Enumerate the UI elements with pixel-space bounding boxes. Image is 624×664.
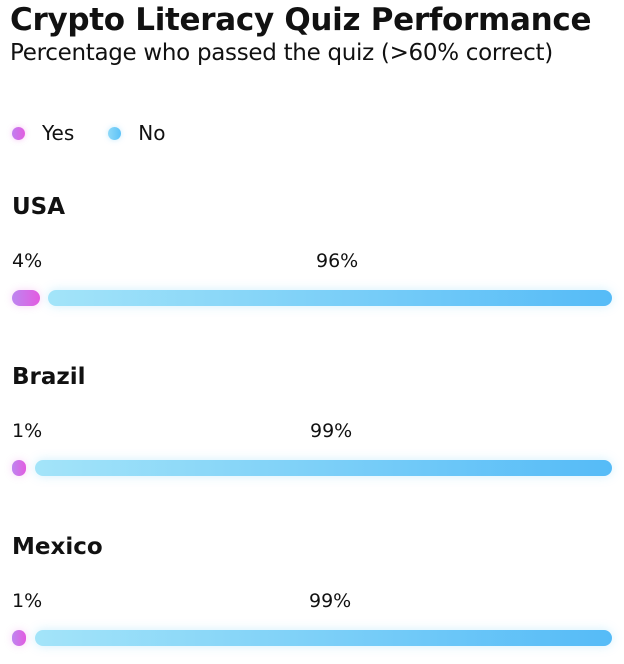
yes-dot-icon [12, 126, 25, 140]
no-bar[interactable] [35, 460, 612, 476]
no-value: 99% [310, 420, 353, 442]
country-label: Brazil [12, 364, 86, 390]
country-label: USA [12, 194, 66, 220]
legend: Yes No [12, 121, 200, 145]
row-brazil: Brazil 1% 99% [0, 364, 624, 494]
legend-item-yes[interactable]: Yes [12, 121, 74, 145]
no-bar[interactable] [35, 630, 612, 646]
row-usa: USA 4% 96% [0, 194, 624, 324]
country-label: Mexico [12, 534, 103, 560]
legend-item-no[interactable]: No [108, 121, 166, 145]
no-bar[interactable] [48, 290, 612, 306]
yes-bar[interactable] [12, 630, 26, 646]
yes-value: 4% [12, 250, 43, 272]
yes-bar[interactable] [12, 290, 40, 306]
yes-value: 1% [12, 420, 43, 442]
legend-label-no: No [138, 121, 166, 145]
no-value: 99% [309, 590, 352, 612]
yes-bar[interactable] [12, 460, 26, 476]
legend-label-yes: Yes [42, 121, 75, 145]
yes-value: 1% [12, 590, 43, 612]
row-mexico: Mexico 1% 99% [0, 534, 624, 664]
no-dot-icon [108, 126, 122, 140]
no-value: 96% [316, 250, 359, 272]
chart-title: Crypto Literacy Quiz Performance [10, 2, 592, 38]
chart-subtitle: Percentage who passed the quiz (>60% cor… [10, 40, 553, 66]
